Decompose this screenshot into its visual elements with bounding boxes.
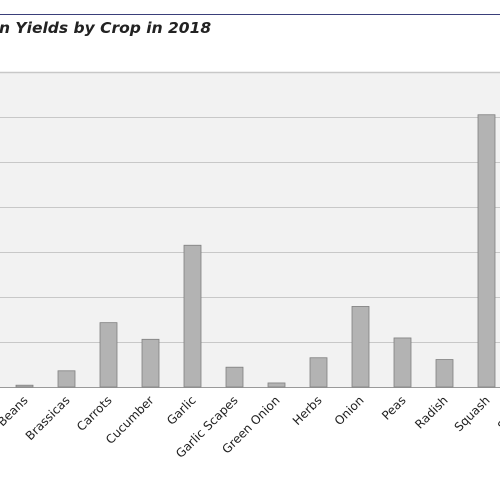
bar-brassicas [57,370,76,388]
grid-lines [0,71,500,388]
chart-title: n Yields by Crop in 2018 [0,19,212,37]
bars [15,114,496,388]
bar-garlic-scapes [225,366,244,388]
x-tick-label: Beans [0,393,31,429]
x-tick-label: Radish [412,393,450,431]
x-tick-label: Brassicas [23,393,73,443]
x-tick-label: Squash [452,393,493,434]
bar-green-onion [267,382,286,388]
top-rule [0,14,500,15]
bar-onion [351,306,370,388]
x-tick-label: Garlic [164,393,199,428]
x-tick-label: Strawb [495,393,500,433]
bar-squash [477,114,496,388]
x-tick-label: Peas [379,393,409,423]
bar-cucumber [141,338,160,388]
x-tick-label: Herbs [290,393,325,428]
bar-garlic [183,244,202,388]
bar-herbs [309,357,328,388]
bar-peas [393,337,412,388]
bar-carrots [99,322,118,388]
plot-area [0,72,500,387]
bar-beans [15,384,34,388]
x-tick-label: Onion [332,393,367,428]
bar-radish [435,359,454,388]
x-tick-label: Carrots [74,393,115,434]
